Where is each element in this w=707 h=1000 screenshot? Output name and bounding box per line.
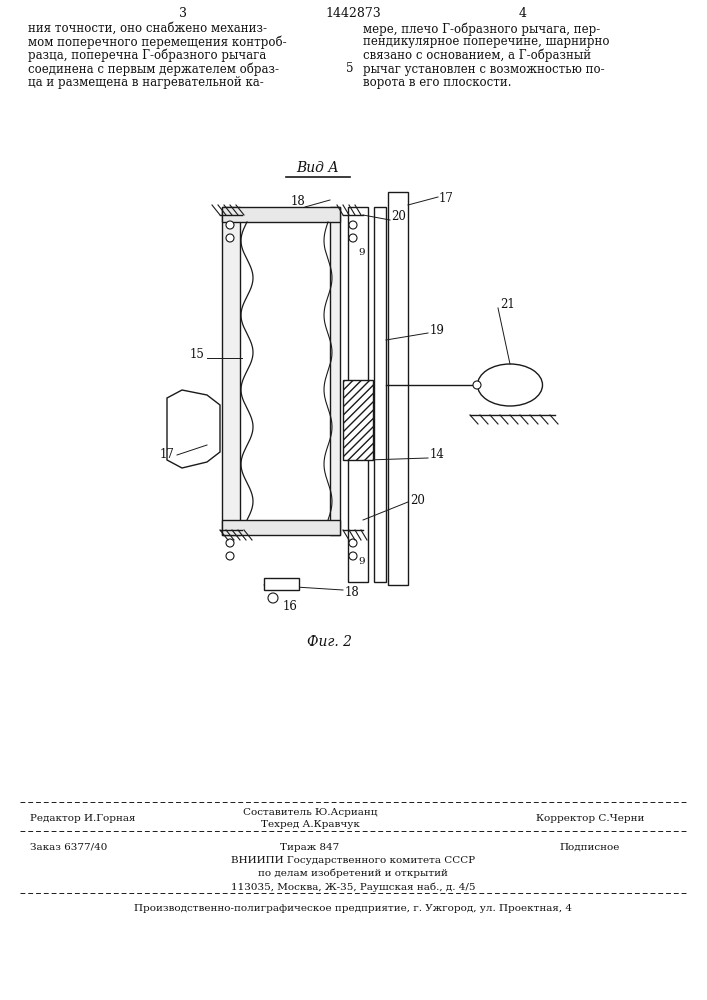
Bar bbox=[343, 380, 373, 460]
Circle shape bbox=[226, 552, 234, 560]
Text: 20: 20 bbox=[410, 493, 425, 506]
Bar bbox=[330, 207, 340, 535]
Text: 20: 20 bbox=[391, 211, 406, 224]
Text: 17: 17 bbox=[439, 192, 454, 205]
Text: 17: 17 bbox=[160, 448, 175, 462]
Circle shape bbox=[349, 221, 357, 229]
Text: ворота в его плоскости.: ворота в его плоскости. bbox=[363, 76, 511, 89]
Text: рычаг установлен с возможностью по-: рычаг установлен с возможностью по- bbox=[363, 62, 604, 76]
Bar bbox=[222, 207, 240, 535]
Text: Корректор С.Черни: Корректор С.Черни bbox=[536, 814, 644, 823]
Text: ца и размещена в нагревательной ка-: ца и размещена в нагревательной ка- bbox=[28, 76, 264, 89]
Circle shape bbox=[349, 552, 357, 560]
Text: мом поперечного перемещения контроб-: мом поперечного перемещения контроб- bbox=[28, 35, 286, 49]
Text: соединена с первым держателем образ-: соединена с первым держателем образ- bbox=[28, 62, 279, 76]
Circle shape bbox=[226, 539, 234, 547]
Text: ВНИИПИ Государственного комитета СССР: ВНИИПИ Государственного комитета СССР bbox=[231, 856, 475, 865]
Text: связано с основанием, а Г-образный: связано с основанием, а Г-образный bbox=[363, 49, 591, 62]
Text: 16: 16 bbox=[283, 600, 298, 613]
Text: 9: 9 bbox=[358, 557, 365, 566]
Text: разца, поперечна Г-образного рычага: разца, поперечна Г-образного рычага bbox=[28, 49, 267, 62]
Text: 14: 14 bbox=[430, 448, 445, 462]
Text: Фиг. 2: Фиг. 2 bbox=[308, 635, 353, 649]
Bar bbox=[388, 192, 408, 585]
Text: Подписное: Подписное bbox=[560, 843, 620, 852]
Ellipse shape bbox=[477, 364, 542, 406]
Bar bbox=[374, 207, 386, 582]
Circle shape bbox=[226, 221, 234, 229]
Text: мере, плечо Г-образного рычага, пер-: мере, плечо Г-образного рычага, пер- bbox=[363, 22, 600, 35]
Circle shape bbox=[268, 593, 278, 603]
Bar bbox=[264, 578, 299, 590]
Text: Редактор И.Горная: Редактор И.Горная bbox=[30, 814, 136, 823]
Text: Техред А.Кравчук: Техред А.Кравчук bbox=[261, 820, 359, 829]
Text: 19: 19 bbox=[430, 324, 445, 336]
Text: 3: 3 bbox=[179, 7, 187, 20]
Circle shape bbox=[226, 234, 234, 242]
Text: 1442873: 1442873 bbox=[325, 7, 381, 20]
Circle shape bbox=[349, 234, 357, 242]
Text: пендикулярное поперечине, шарнирно: пендикулярное поперечине, шарнирно bbox=[363, 35, 609, 48]
Text: Составитель Ю.Асрианц: Составитель Ю.Асрианц bbox=[243, 808, 378, 817]
Text: ния точности, оно снабжено механиз-: ния точности, оно снабжено механиз- bbox=[28, 22, 267, 35]
Text: Заказ 6377/40: Заказ 6377/40 bbox=[30, 843, 107, 852]
Bar bbox=[348, 207, 368, 582]
Circle shape bbox=[473, 381, 481, 389]
Text: 5: 5 bbox=[346, 62, 354, 76]
Text: 18: 18 bbox=[291, 195, 305, 208]
Text: 21: 21 bbox=[500, 298, 515, 312]
Bar bbox=[222, 520, 340, 535]
Text: 4: 4 bbox=[519, 7, 527, 20]
Bar bbox=[222, 207, 340, 222]
Text: по делам изобретений и открытий: по делам изобретений и открытий bbox=[258, 869, 448, 879]
Text: 18: 18 bbox=[345, 585, 360, 598]
Text: Тираж 847: Тираж 847 bbox=[281, 843, 339, 852]
Text: 15: 15 bbox=[190, 349, 205, 361]
Text: Производственно-полиграфическое предприятие, г. Ужгород, ул. Проектная, 4: Производственно-полиграфическое предприя… bbox=[134, 904, 572, 913]
Text: Вид А: Вид А bbox=[297, 161, 339, 175]
Circle shape bbox=[349, 539, 357, 547]
Text: 113035, Москва, Ж-35, Раушская наб., д. 4/5: 113035, Москва, Ж-35, Раушская наб., д. … bbox=[230, 882, 475, 892]
Polygon shape bbox=[167, 390, 220, 468]
Text: 9: 9 bbox=[358, 248, 365, 257]
